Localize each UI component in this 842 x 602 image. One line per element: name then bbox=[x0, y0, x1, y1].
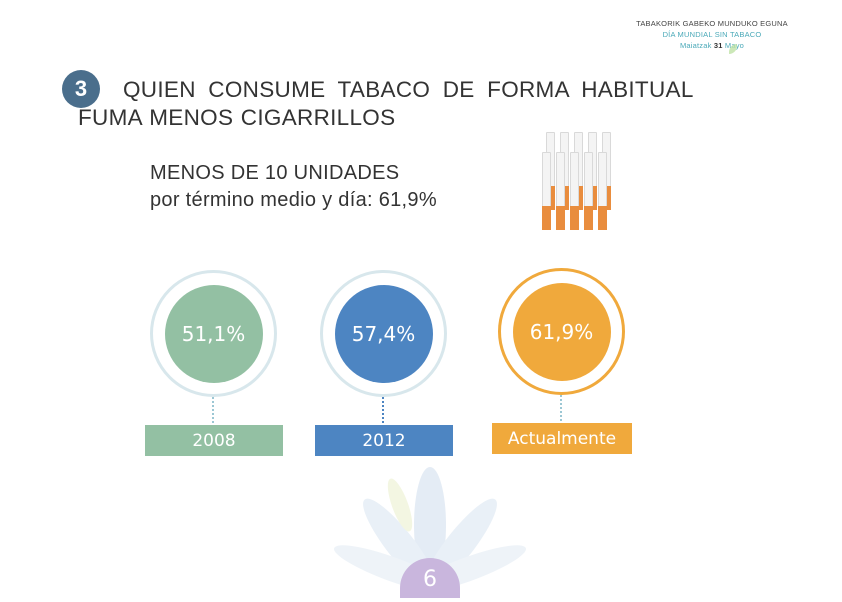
year-label-2012: 2012 bbox=[315, 425, 453, 456]
cigarettes-icon bbox=[538, 128, 628, 232]
campaign-title-spanish: DÍA MUNDIAL SIN TABACO bbox=[662, 30, 762, 39]
connector-2012 bbox=[382, 397, 384, 435]
page-title: QUIEN CONSUME TABACO DE FORMA HABITUAL F… bbox=[78, 76, 778, 132]
stat-circle-current: 61,9% bbox=[498, 268, 625, 395]
stat-value-current: 61,9% bbox=[512, 282, 611, 381]
title-line-2: FUMA MENOS CIGARRILLOS bbox=[78, 105, 396, 130]
stat-value-2012: 57,4% bbox=[334, 284, 433, 383]
stat-value-2008: 51,1% bbox=[164, 284, 263, 383]
connector-current bbox=[560, 395, 562, 433]
subtitle-line-2: por término medio y día: 61,9% bbox=[150, 189, 437, 211]
year-label-current: Actualmente bbox=[492, 423, 632, 454]
subtitle-line-1: MENOS DE 10 UNIDADES bbox=[150, 162, 400, 184]
campaign-date: Maiatzak 31 Mayo bbox=[612, 40, 812, 51]
leaf-icon bbox=[729, 44, 737, 54]
stat-circle-2008: 51,1% bbox=[150, 270, 277, 397]
title-line-1: QUIEN CONSUME TABACO DE FORMA HABITUAL bbox=[123, 77, 694, 102]
date-day: 31 bbox=[713, 41, 723, 50]
subtitle: MENOS DE 10 UNIDADES por término medio y… bbox=[150, 160, 437, 214]
campaign-title-basque: TABAKORIK GABEKO MUNDUKO EGUNA bbox=[636, 19, 788, 28]
connector-2008 bbox=[212, 397, 214, 435]
year-label-2008: 2008 bbox=[145, 425, 283, 456]
campaign-header: TABAKORIK GABEKO MUNDUKO EGUNA DÍA MUNDI… bbox=[612, 18, 812, 51]
page-number: 6 bbox=[400, 558, 460, 598]
stat-circle-2012: 57,4% bbox=[320, 270, 447, 397]
section-number-badge: 3 bbox=[62, 70, 100, 108]
date-month-basque: Maiatzak bbox=[679, 41, 712, 50]
